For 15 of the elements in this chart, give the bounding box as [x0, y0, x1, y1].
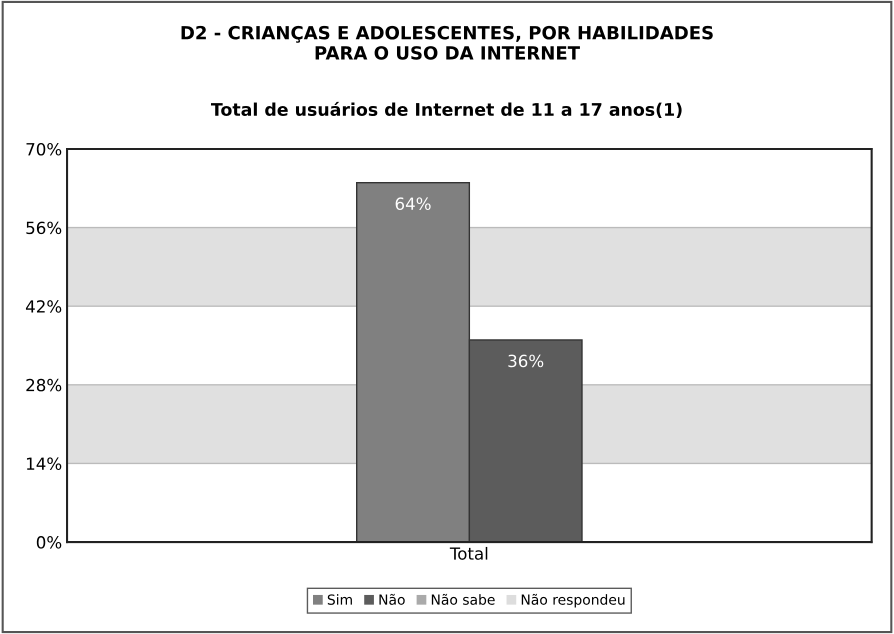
data-label: 64%	[396, 197, 431, 210]
chart-title: D2 - CRIANÇAS E ADOLESCENTES, POR HABILIDADES PARA O USO DA INTERNET	[182, 26, 713, 60]
legend-label: Não respondeu	[522, 594, 624, 608]
y-tick-label: 0%	[36, 536, 62, 549]
legend-label: Não sabe	[432, 594, 495, 605]
y-tick-label: 28%	[26, 378, 62, 392]
chart-subtitle: Total de usuários de Internet de 11 a 17 anos(1)	[210, 102, 682, 118]
x-tick-label: Total	[450, 546, 488, 560]
data-label: 36%	[508, 354, 544, 368]
y-tick-label: 42%	[26, 300, 62, 313]
legend-label: Sim	[328, 594, 352, 605]
y-tick-label: 56%	[26, 222, 62, 234]
y-tick-label: 70%	[26, 142, 62, 156]
y-tick-label: 14%	[26, 457, 62, 470]
legend-label: Não	[379, 594, 405, 605]
